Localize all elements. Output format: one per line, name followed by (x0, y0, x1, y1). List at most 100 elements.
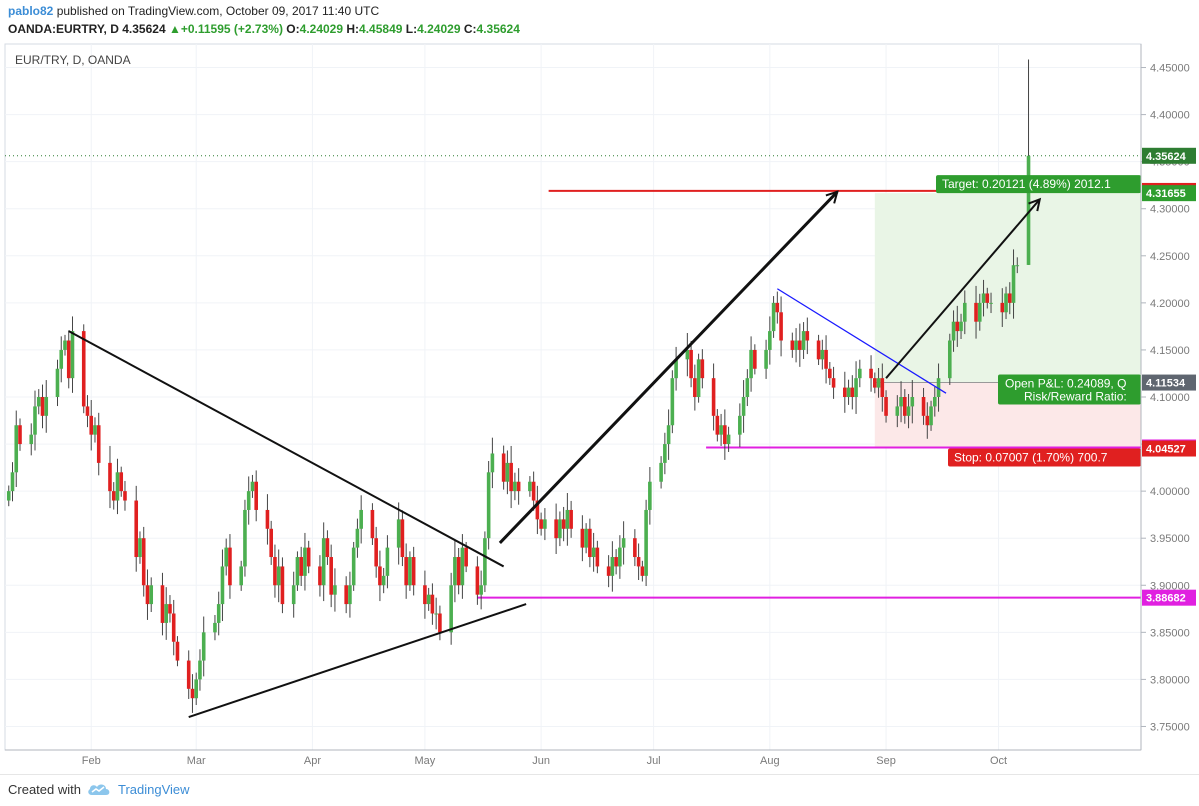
candle-body[interactable] (858, 368, 862, 379)
candle-body[interactable] (269, 528, 273, 558)
candle-body[interactable] (111, 491, 116, 501)
candle-body[interactable] (14, 425, 19, 473)
candle-body[interactable] (490, 453, 495, 473)
candle-body[interactable] (160, 585, 165, 623)
candle-body[interactable] (816, 340, 821, 360)
candle-body[interactable] (370, 509, 375, 539)
candlestick-chart[interactable]: EUR/TRY, D, OANDA Target: 0.20121 (4.89%)… (0, 0, 1199, 774)
candle-body[interactable] (794, 340, 798, 350)
candle-body[interactable] (696, 359, 701, 397)
candle-body[interactable] (741, 397, 746, 416)
candle-body[interactable] (501, 453, 506, 482)
candle-body[interactable] (348, 585, 352, 605)
candle-body[interactable] (168, 604, 172, 614)
candle-body[interactable] (936, 378, 941, 397)
candle-body[interactable] (404, 557, 408, 586)
candle-body[interactable] (228, 547, 232, 586)
candle-body[interactable] (719, 425, 723, 435)
candle-body[interactable] (224, 547, 229, 567)
candle-body[interactable] (318, 566, 322, 586)
candle-body[interactable] (220, 566, 225, 605)
candle-body[interactable] (59, 349, 64, 369)
candle-body[interactable] (164, 604, 169, 623)
candle-body[interactable] (648, 481, 652, 510)
candle-body[interactable] (6, 491, 11, 501)
candle-body[interactable] (246, 491, 251, 510)
candle-body[interactable] (689, 349, 693, 379)
candle-body[interactable] (55, 368, 60, 397)
candle-body[interactable] (614, 557, 618, 567)
candle-body[interactable] (640, 566, 645, 576)
candle-body[interactable] (985, 293, 990, 303)
candle-body[interactable] (381, 575, 386, 586)
candle-body[interactable] (456, 557, 461, 586)
candle-body[interactable] (670, 378, 675, 426)
candle-body[interactable] (910, 397, 915, 407)
author-link[interactable]: pablo82 (8, 4, 54, 18)
candle-body[interactable] (276, 566, 281, 586)
candle-body[interactable] (925, 415, 930, 426)
candle-body[interactable] (798, 340, 802, 350)
candle-body[interactable] (449, 585, 453, 633)
candle-body[interactable] (779, 312, 783, 341)
candle-body[interactable] (273, 557, 277, 586)
candle-body[interactable] (213, 622, 217, 633)
candle-body[interactable] (108, 462, 112, 492)
candle-body[interactable] (528, 481, 532, 492)
candle-body[interactable] (475, 566, 480, 595)
candle-body[interactable] (618, 547, 622, 567)
candle-body[interactable] (854, 378, 858, 397)
candle-body[interactable] (96, 425, 101, 463)
tradingview-brand[interactable]: TradingView (118, 782, 190, 797)
candle-body[interactable] (584, 528, 588, 548)
candle-body[interactable] (876, 378, 881, 388)
candle-body[interactable] (554, 519, 558, 539)
candle-body[interactable] (977, 302, 982, 322)
candle-body[interactable] (291, 585, 296, 605)
candle-body[interactable] (423, 585, 427, 605)
candle-body[interactable] (531, 481, 536, 501)
candle-body[interactable] (959, 321, 963, 332)
candle-body[interactable] (711, 378, 716, 416)
candle-body[interactable] (505, 462, 510, 482)
candle-body[interactable] (674, 359, 678, 379)
triangle-lower[interactable] (188, 603, 527, 719)
candle-body[interactable] (1007, 293, 1012, 303)
candle-body[interactable] (66, 340, 71, 379)
candle-body[interactable] (700, 359, 705, 379)
candle-body[interactable] (194, 679, 199, 699)
candle-body[interactable] (239, 566, 243, 586)
candle-body[interactable] (70, 331, 75, 379)
candle-body[interactable] (884, 397, 888, 416)
candle-body[interactable] (486, 472, 491, 539)
candle-body[interactable] (606, 566, 611, 576)
candle-body[interactable] (693, 378, 697, 397)
candle-body[interactable] (145, 585, 150, 605)
candle-body[interactable] (820, 349, 825, 360)
candle-body[interactable] (374, 538, 378, 567)
candle-body[interactable] (250, 481, 255, 492)
candle-body[interactable] (989, 302, 993, 304)
projection-arrow-2[interactable] (885, 198, 1041, 379)
candle-body[interactable] (453, 557, 457, 586)
candle-body[interactable] (790, 340, 795, 350)
candle-body[interactable] (535, 500, 540, 520)
candle-body[interactable] (738, 415, 742, 435)
candle-body[interactable] (411, 557, 416, 586)
candle-body[interactable] (198, 660, 202, 680)
candle-body[interactable] (464, 547, 468, 567)
candle-body[interactable] (115, 472, 120, 501)
candle-body[interactable] (663, 444, 667, 463)
candle-body[interactable] (1000, 302, 1005, 313)
candle-body[interactable] (873, 378, 877, 388)
candle-body[interactable] (831, 378, 836, 388)
candle-body[interactable] (408, 557, 412, 586)
candle-body[interactable] (906, 406, 911, 416)
candle-body[interactable] (36, 397, 41, 407)
candle-body[interactable] (134, 500, 139, 558)
candle-body[interactable] (903, 397, 907, 416)
candle-body[interactable] (955, 321, 960, 332)
candle-body[interactable] (396, 519, 401, 548)
candle-body[interactable] (565, 509, 570, 529)
candle-body[interactable] (81, 331, 86, 407)
